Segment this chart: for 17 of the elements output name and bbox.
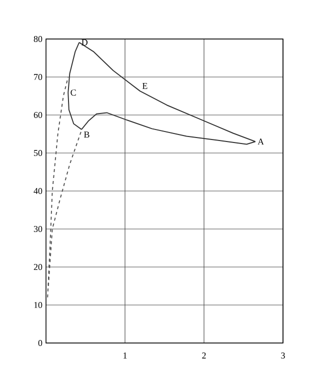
y-tick-label: 30: [34, 226, 42, 232]
annotation: B: [84, 132, 90, 138]
y-tick-label: 10: [34, 302, 42, 308]
y-tick-label: 0: [38, 340, 42, 346]
x-tick-label: 1: [124, 352, 127, 358]
y-tick-label: 70: [34, 74, 42, 80]
annotation: C: [70, 90, 76, 96]
annotation: A: [258, 138, 264, 145]
y-tick-label: 20: [34, 264, 42, 270]
y-tick-label: 60: [34, 112, 42, 118]
y-tick-label: 40: [34, 188, 42, 194]
x-tick-label: 2: [202, 352, 206, 358]
annotation: E: [142, 82, 148, 89]
y-tick-label: 80: [34, 36, 42, 42]
y-tick-label: 50: [34, 150, 42, 156]
annotation: D: [82, 39, 88, 46]
x-tick-label: 3: [281, 352, 285, 359]
